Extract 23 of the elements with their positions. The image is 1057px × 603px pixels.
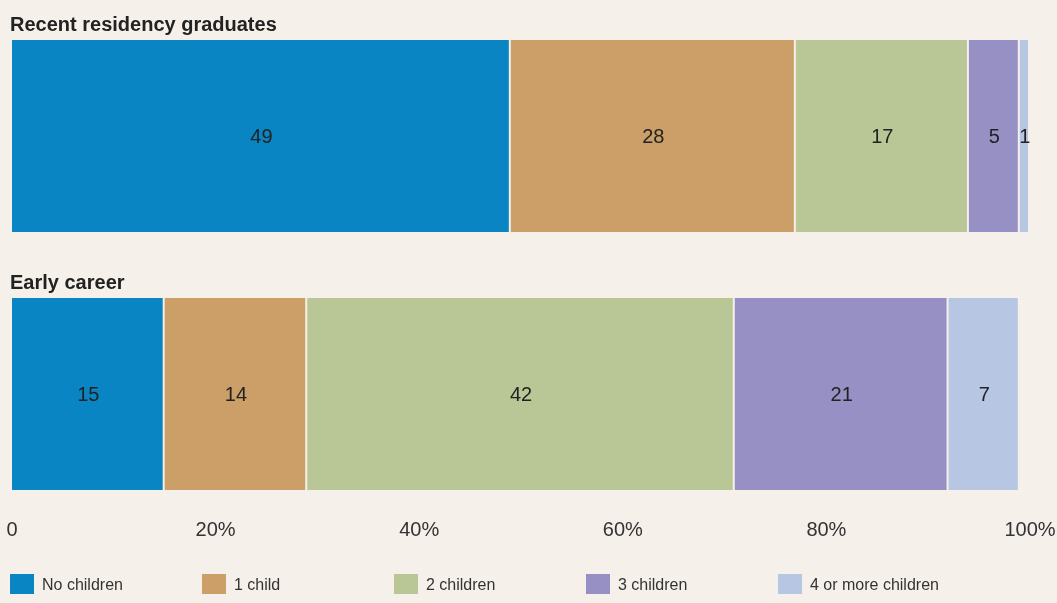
- data-label: 21: [830, 383, 853, 405]
- x-tick-label: 60%: [602, 518, 644, 540]
- data-label: 14: [224, 383, 248, 405]
- y-tick-label: Early career: [10, 271, 125, 293]
- data-label: 49: [250, 125, 273, 147]
- x-tick-label: 0: [6, 518, 18, 540]
- legend-label: 2 children: [426, 576, 496, 593]
- x-tick-label: 20%: [195, 518, 236, 540]
- legend-label: No children: [42, 576, 123, 593]
- data-label: 28: [642, 125, 665, 147]
- x-tick-label: 80%: [806, 518, 847, 540]
- data-label: 42: [509, 383, 533, 405]
- data-label: 7: [978, 383, 990, 405]
- data-label: 15: [77, 383, 100, 405]
- y-tick-label: Recent residency graduates: [10, 13, 277, 35]
- legend-label: 3 children: [618, 576, 688, 593]
- x-tick-label: 40%: [399, 518, 440, 540]
- data-label: 1: [1019, 125, 1031, 147]
- legend-label: 1 child: [234, 576, 281, 593]
- data-label: 17: [871, 125, 894, 147]
- legend-label: 4 or more children: [810, 576, 939, 593]
- data-label: 5: [988, 125, 1000, 147]
- x-tick-label: 100%: [1004, 518, 1056, 540]
